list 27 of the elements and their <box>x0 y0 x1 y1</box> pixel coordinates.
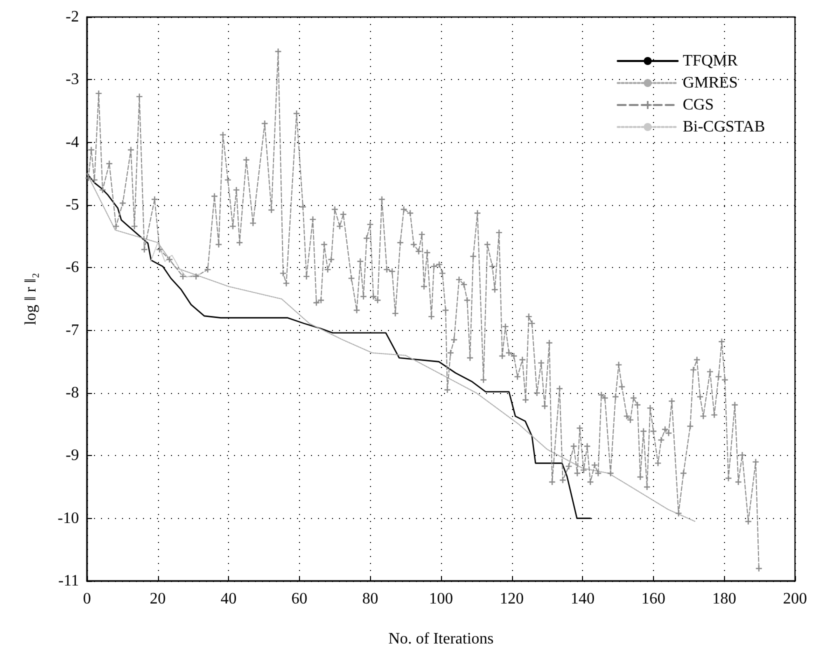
y-axis-title: log ‖ r ‖₂ <box>22 272 40 326</box>
x-tick-label: 160 <box>641 590 666 608</box>
legend-label: TFQMR <box>682 52 738 70</box>
y-tick-label: -4 <box>66 134 79 151</box>
x-tick-label: 120 <box>500 590 524 608</box>
legend-label: CGS <box>682 96 714 114</box>
x-tick-label: 80 <box>362 590 378 608</box>
x-axis-title: No. of Iterations <box>388 630 494 648</box>
x-tick-label: 140 <box>570 590 595 608</box>
x-tick-label: 100 <box>429 590 453 608</box>
x-tick-label: 180 <box>712 590 736 608</box>
x-tick-label: 0 <box>83 590 91 608</box>
x-tick-label: 20 <box>150 590 166 608</box>
legend-label: Bi-CGSTAB <box>682 118 766 136</box>
y-tick-label: -7 <box>66 322 79 339</box>
legend-label: GMRES <box>682 74 738 92</box>
y-tick-label: -10 <box>58 510 79 527</box>
x-tick-label: 40 <box>220 590 237 608</box>
y-tick-label: -9 <box>66 447 79 464</box>
x-tick-label: 200 <box>783 590 807 608</box>
y-tick-label: -3 <box>66 71 79 88</box>
y-tick-label: -5 <box>66 196 79 214</box>
y-tick-label: -11 <box>58 572 79 590</box>
y-tick-label: -6 <box>66 259 79 276</box>
y-tick-label: -8 <box>66 384 79 402</box>
y-tick-label: -2 <box>66 8 79 26</box>
x-tick-label: 60 <box>291 590 308 608</box>
